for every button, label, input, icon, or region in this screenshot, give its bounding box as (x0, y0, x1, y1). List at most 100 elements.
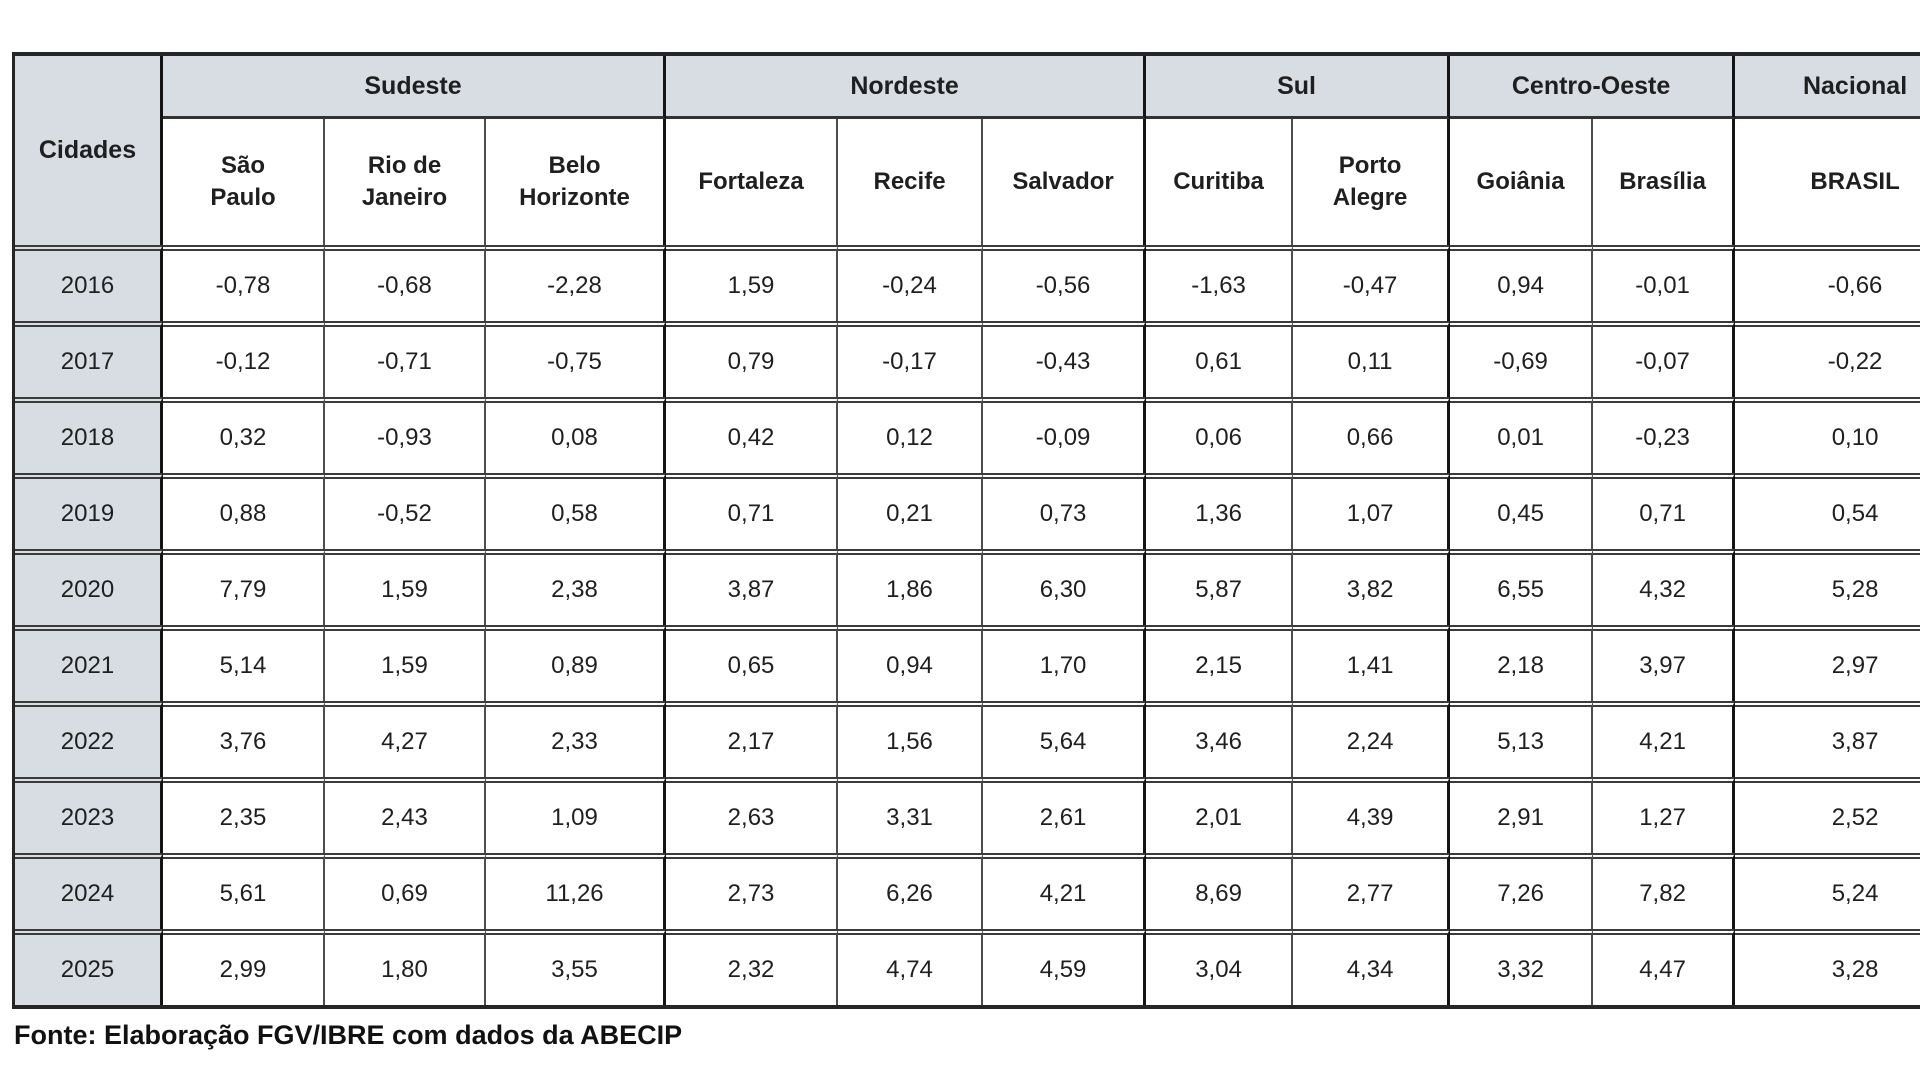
value-cell: 4,74 (838, 929, 984, 1005)
value-cell: 0,69 (325, 853, 486, 929)
value-cell: 0,10 (1735, 397, 1920, 473)
city-header-porto-alegre: Porto Alegre (1293, 119, 1451, 245)
value-cell: 5,61 (163, 853, 325, 929)
value-cell: 2,91 (1450, 777, 1594, 853)
value-cell: 7,26 (1450, 853, 1594, 929)
value-cell: -0,52 (325, 473, 486, 549)
value-cell: 2,35 (163, 777, 325, 853)
table-body: 2016 -0,78 -0,68 -2,28 1,59 -0,24 -0,56 -1,63 -0… (15, 245, 1920, 1005)
value-cell: 5,14 (163, 625, 325, 701)
value-cell: 1,86 (838, 549, 984, 625)
value-cell: 1,70 (983, 625, 1147, 701)
value-cell: 0,58 (486, 473, 667, 549)
value-cell: 1,59 (666, 245, 839, 321)
city-header-rio-de-janeiro: Rio de Janeiro (325, 119, 486, 245)
value-cell: -0,56 (983, 245, 1147, 321)
year-cell: 2023 (15, 777, 163, 853)
table-row: 2017 -0,12 -0,71 -0,75 0,79 -0,17 -0,43 0,61 0,1… (15, 321, 1920, 397)
value-cell: 2,18 (1450, 625, 1594, 701)
value-cell: 0,71 (1593, 473, 1736, 549)
value-cell: 0,79 (666, 321, 839, 397)
value-cell: 2,52 (1735, 777, 1920, 853)
value-cell: 1,56 (838, 701, 984, 777)
value-cell: 3,04 (1146, 929, 1294, 1005)
year-cell: 2021 (15, 625, 163, 701)
city-header-curitiba: Curitiba (1146, 119, 1294, 245)
value-cell: 11,26 (486, 853, 667, 929)
table-frame: Cidades Sudeste Nordeste Sul Centro-Oest… (12, 52, 1920, 1009)
value-cell: 0,94 (1450, 245, 1594, 321)
data-table: Cidades Sudeste Nordeste Sul Centro-Oest… (15, 56, 1920, 1005)
value-cell: 0,01 (1450, 397, 1594, 473)
value-cell: 0,88 (163, 473, 325, 549)
value-cell: 3,28 (1735, 929, 1920, 1005)
value-cell: 3,82 (1293, 549, 1451, 625)
value-cell: -1,63 (1146, 245, 1294, 321)
region-header-nordeste: Nordeste (666, 56, 1147, 119)
value-cell: 5,13 (1450, 701, 1594, 777)
value-cell: 0,45 (1450, 473, 1594, 549)
value-cell: 6,55 (1450, 549, 1594, 625)
value-cell: 0,08 (486, 397, 667, 473)
value-cell: 3,97 (1593, 625, 1736, 701)
value-cell: 2,77 (1293, 853, 1451, 929)
value-cell: 0,89 (486, 625, 667, 701)
value-cell: -0,24 (838, 245, 984, 321)
year-cell: 2018 (15, 397, 163, 473)
value-cell: 0,11 (1293, 321, 1451, 397)
year-cell: 2024 (15, 853, 163, 929)
value-cell: 0,66 (1293, 397, 1451, 473)
value-cell: 3,31 (838, 777, 984, 853)
value-cell: -0,68 (325, 245, 486, 321)
value-cell: -0,47 (1293, 245, 1451, 321)
value-cell: 2,24 (1293, 701, 1451, 777)
value-cell: 2,15 (1146, 625, 1294, 701)
value-cell: 6,26 (838, 853, 984, 929)
value-cell: 5,24 (1735, 853, 1920, 929)
region-header-row: Cidades Sudeste Nordeste Sul Centro-Oest… (15, 56, 1920, 245)
table-row: 2018 0,32 -0,93 0,08 0,42 0,12 -0,09 0,06 0,66 0,… (15, 397, 1920, 473)
city-header-sao-paulo: São Paulo (163, 119, 325, 245)
value-cell: 2,73 (666, 853, 839, 929)
value-cell: 2,33 (486, 701, 667, 777)
value-cell: 1,80 (325, 929, 486, 1005)
value-cell: 4,47 (1593, 929, 1736, 1005)
year-cell: 2022 (15, 701, 163, 777)
value-cell: 0,42 (666, 397, 839, 473)
value-cell: -2,28 (486, 245, 667, 321)
value-cell: -0,23 (1593, 397, 1736, 473)
table-row: 2016 -0,78 -0,68 -2,28 1,59 -0,24 -0,56 -1,63 -0… (15, 245, 1920, 321)
value-cell: 2,38 (486, 549, 667, 625)
value-cell: 8,69 (1146, 853, 1294, 929)
value-cell: 7,82 (1593, 853, 1736, 929)
corner-header-cidades: Cidades (15, 56, 163, 245)
value-cell: -0,12 (163, 321, 325, 397)
table-row: 2023 2,35 2,43 1,09 2,63 3,31 2,61 2,01 4,39 2,91… (15, 777, 1920, 853)
value-cell: 6,30 (983, 549, 1147, 625)
city-header-row: São Paulo Rio de Janeiro Belo Horizonte … (15, 119, 1920, 245)
value-cell: 2,32 (666, 929, 839, 1005)
table-row: 2020 7,79 1,59 2,38 3,87 1,86 6,30 5,87 3,82 6,55… (15, 549, 1920, 625)
value-cell: 2,17 (666, 701, 839, 777)
value-cell: 4,34 (1293, 929, 1451, 1005)
value-cell: -0,09 (983, 397, 1147, 473)
year-cell: 2017 (15, 321, 163, 397)
table-row: 2025 2,99 1,80 3,55 2,32 4,74 4,59 3,04 4,34 3,32… (15, 929, 1920, 1005)
value-cell: 1,41 (1293, 625, 1451, 701)
value-cell: -0,66 (1735, 245, 1920, 321)
value-cell: -0,43 (983, 321, 1147, 397)
value-cell: 1,27 (1593, 777, 1736, 853)
city-header-salvador: Salvador (983, 119, 1147, 245)
region-header-nacional: Nacional (1735, 56, 1920, 119)
value-cell: 2,61 (983, 777, 1147, 853)
value-cell: -0,17 (838, 321, 984, 397)
value-cell: 2,01 (1146, 777, 1294, 853)
value-cell: -0,75 (486, 321, 667, 397)
value-cell: 1,36 (1146, 473, 1294, 549)
value-cell: 4,27 (325, 701, 486, 777)
value-cell: 0,21 (838, 473, 984, 549)
source-note: Fonte: Elaboração FGV/IBRE com dados da … (14, 1020, 683, 1050)
value-cell: 5,87 (1146, 549, 1294, 625)
value-cell: 0,65 (666, 625, 839, 701)
